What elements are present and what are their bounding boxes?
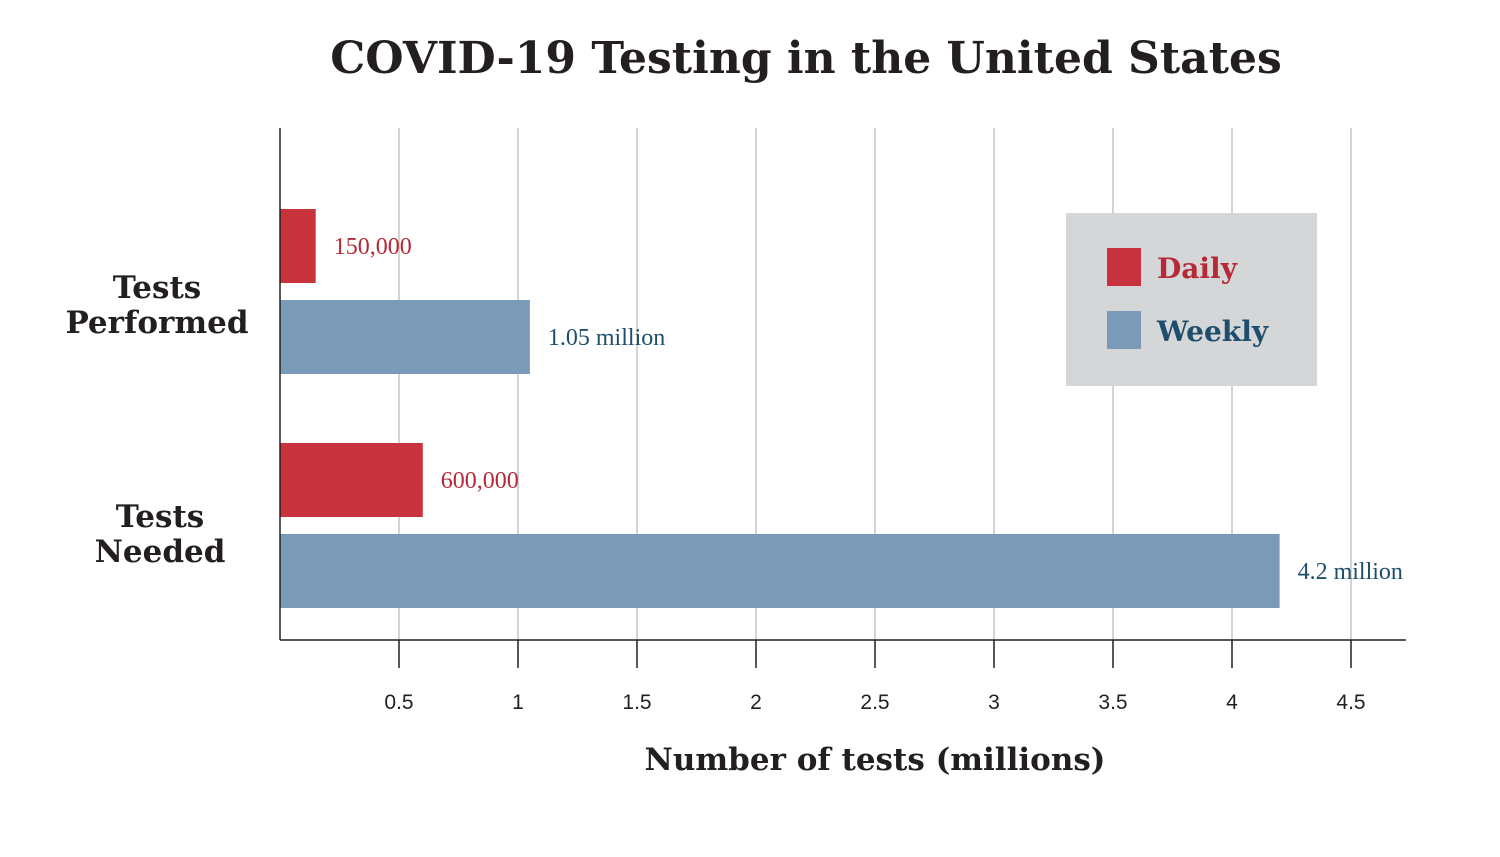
legend-label: Daily	[1157, 252, 1238, 285]
legend-box	[1066, 213, 1317, 386]
x-tick-label: 1	[512, 691, 524, 714]
data-label: 1.05 million	[548, 325, 665, 351]
x-tick-label: 3	[988, 691, 1000, 714]
x-tick-label: 1.5	[622, 691, 651, 714]
x-tick-label: 4	[1226, 691, 1238, 714]
bar-daily	[280, 443, 423, 517]
x-axis-label: Number of tests (millions)	[645, 742, 1106, 778]
legend-items: Daily Weekly	[1107, 248, 1269, 349]
data-label: 4.2 million	[1298, 559, 1403, 585]
data-labels: 150,000 600,000 1.05 million 4.2 million	[334, 234, 1403, 585]
category-label: Performed	[65, 305, 248, 341]
chart-title: COVID-19 Testing in the United States	[330, 33, 1281, 84]
bar-daily	[280, 209, 316, 283]
bars	[280, 209, 1280, 608]
x-tick-label: 2.5	[860, 691, 889, 714]
category-label: Tests	[116, 499, 204, 535]
data-label: 600,000	[441, 468, 519, 494]
x-tick-label: 0.5	[384, 691, 413, 714]
category-label: Needed	[95, 534, 226, 570]
x-tick-label: 4.5	[1336, 691, 1365, 714]
x-tick-label: 3.5	[1098, 691, 1127, 714]
legend: Daily Weekly	[1066, 213, 1317, 386]
x-ticks: 0.5 1 1.5 2 2.5 3 3.5 4 4.5	[384, 640, 1366, 714]
x-tick-label: 2	[750, 691, 762, 714]
legend-label: Weekly	[1156, 315, 1269, 348]
data-label: 150,000	[334, 234, 412, 260]
bar-weekly	[280, 300, 530, 374]
category-label: Tests	[113, 270, 201, 306]
legend-swatch	[1107, 248, 1141, 286]
legend-swatch	[1107, 311, 1141, 349]
bar-weekly	[280, 534, 1280, 608]
